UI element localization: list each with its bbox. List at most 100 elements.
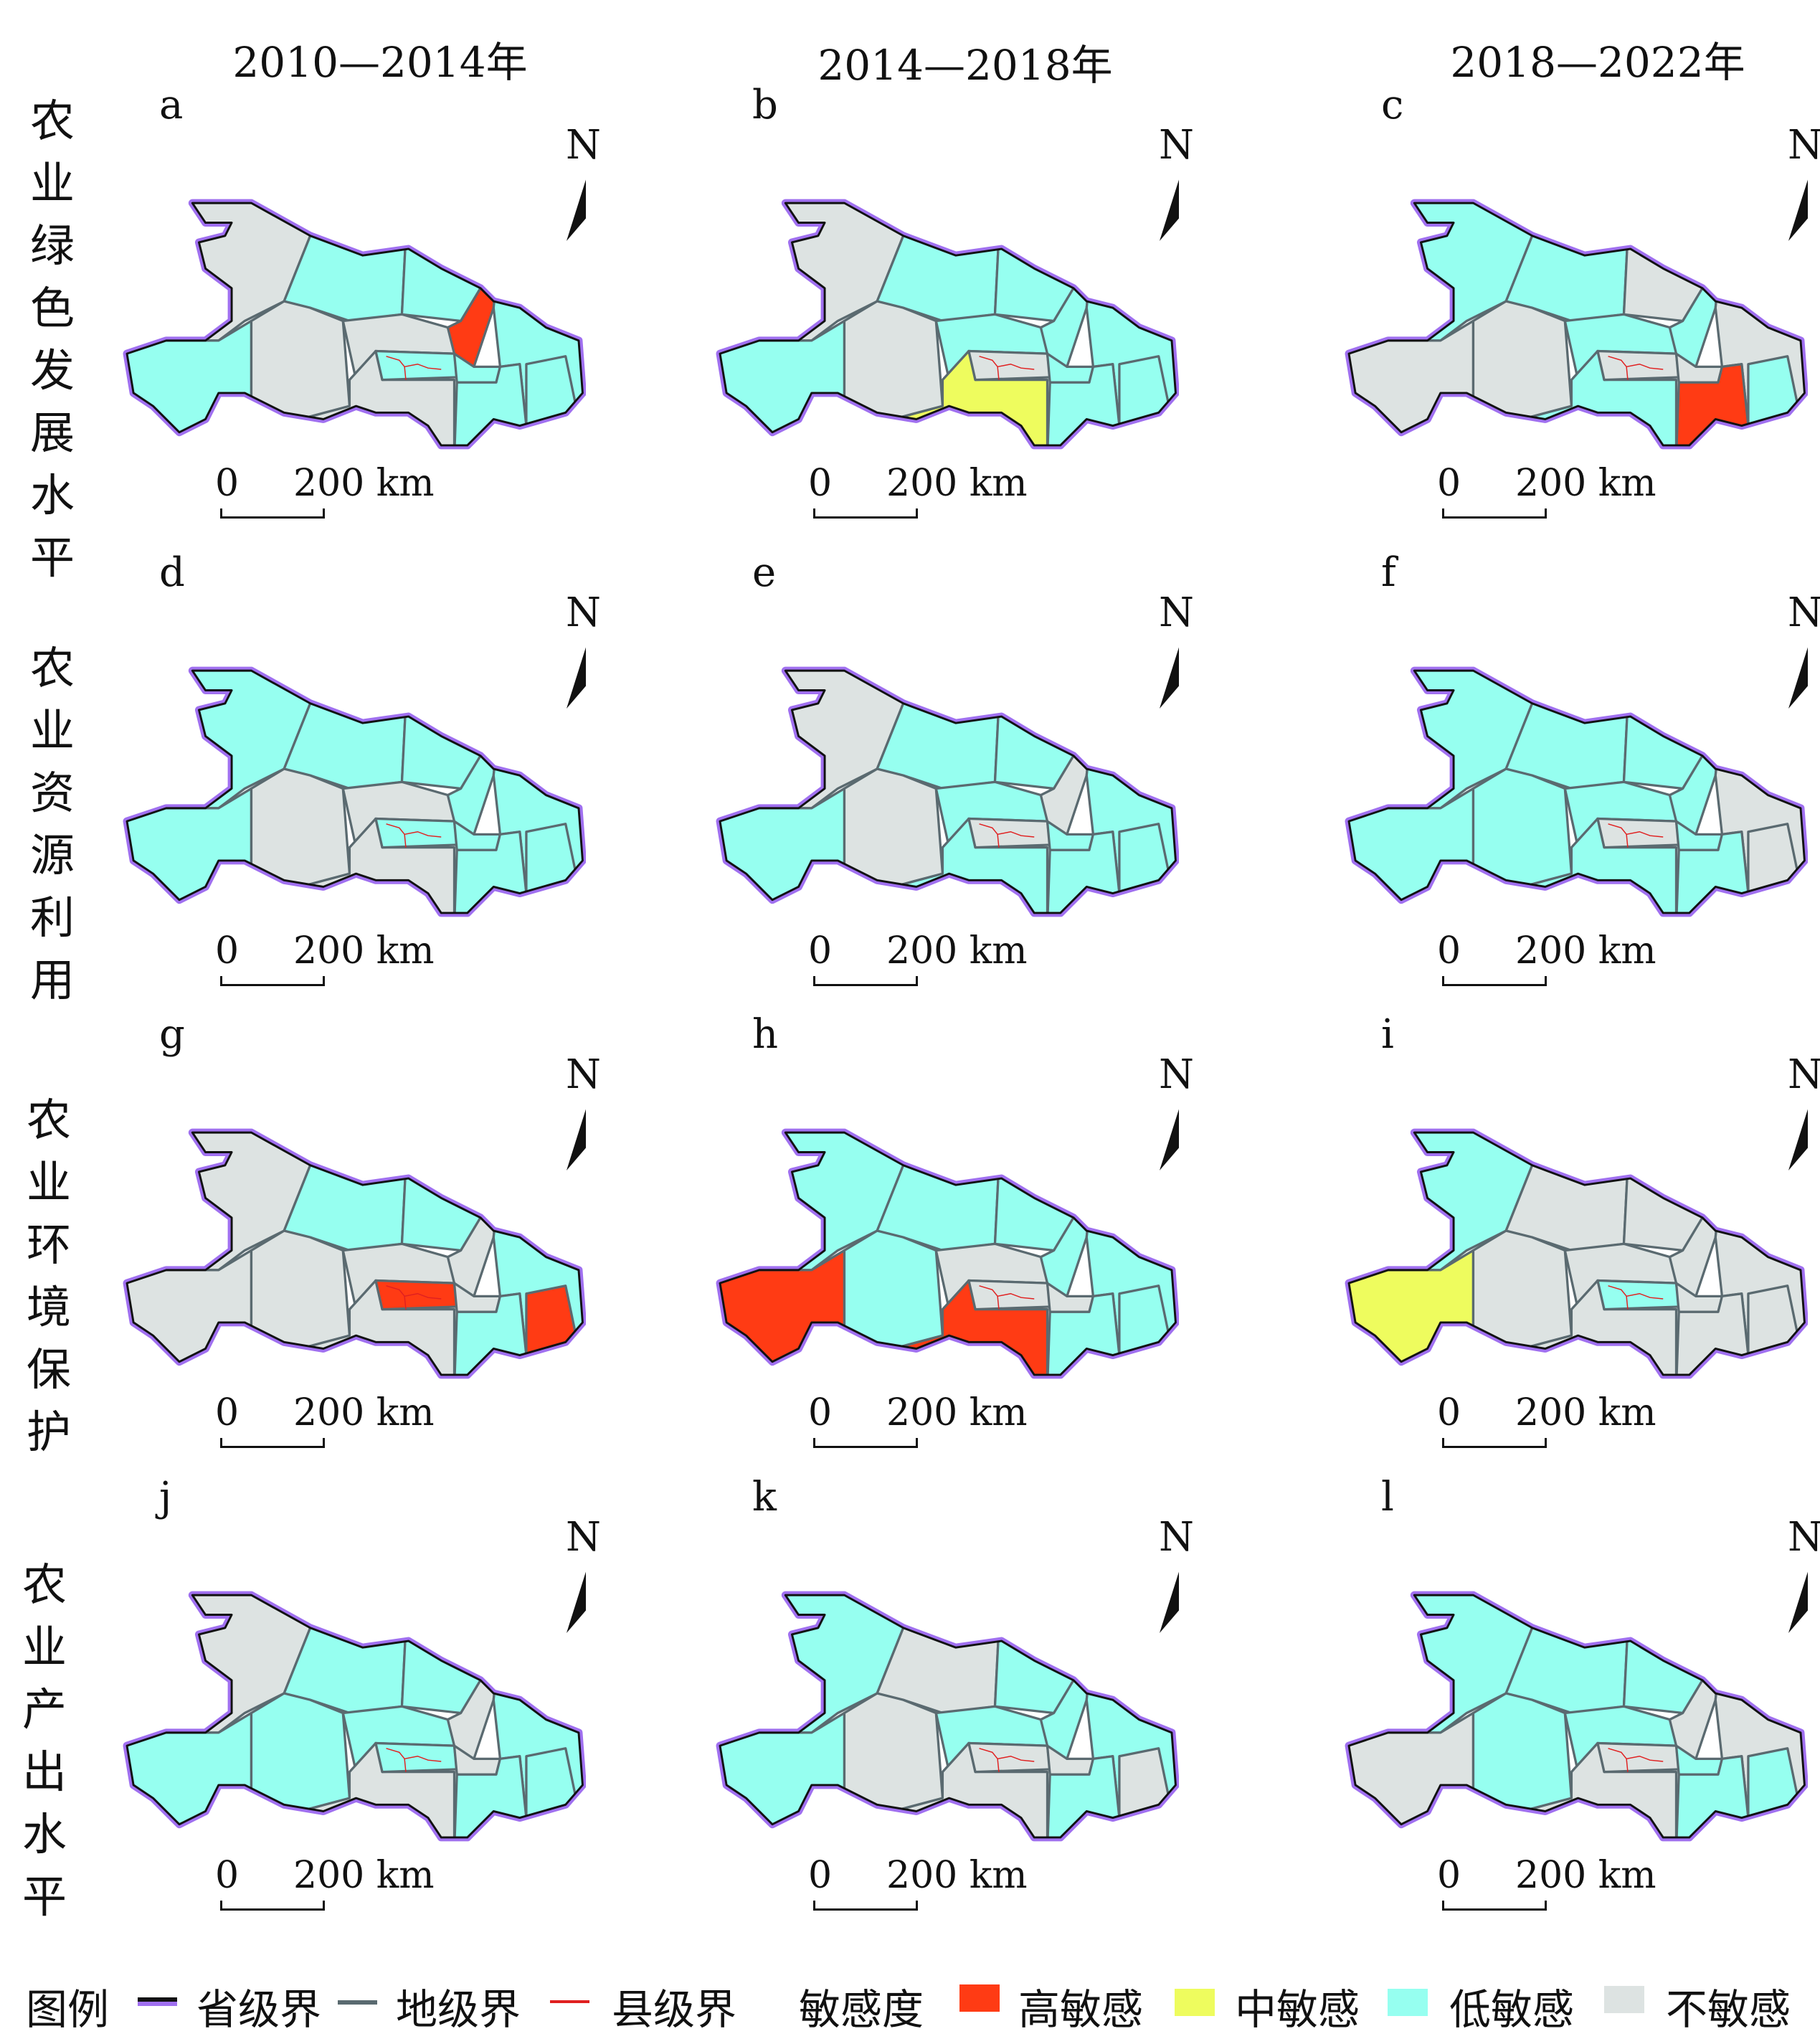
panel-letter: h: [752, 1011, 779, 1058]
map-panel-h: h N 0 200 km: [677, 1011, 1194, 1449]
county-border: [979, 356, 1035, 370]
map-panel-j: j N 0 200 km: [84, 1474, 601, 1911]
hubei-map: [123, 647, 586, 917]
north-arrow-icon: [1788, 647, 1808, 709]
hubei-map: [716, 647, 1179, 917]
province-border: [125, 1594, 584, 1839]
hubei-map: [716, 179, 1179, 450]
scale-bar-zero: 0: [1437, 1854, 1461, 1897]
hubei-map: [123, 1571, 586, 1842]
province-border: [1347, 1131, 1806, 1376]
scale-bar-tick: [813, 1901, 815, 1911]
hubei-map: [1345, 179, 1808, 450]
scale-bar-tick: [220, 508, 222, 519]
legend-low-swatch: [1388, 1989, 1428, 2016]
legend-high-label: 高敏感: [1018, 1985, 1144, 2034]
north-arrow-icon: [1788, 1109, 1808, 1170]
scale-bar-zero: 0: [215, 929, 240, 973]
scale-bar-tick: [916, 1901, 918, 1911]
hubei-map: [1345, 1109, 1808, 1379]
scale-bar-zero: 0: [808, 1391, 833, 1434]
province-border: [125, 1131, 584, 1376]
hubei-map: [1345, 1571, 1808, 1842]
north-label: N: [1788, 1514, 1820, 1561]
legend-low-label: 低敏感: [1449, 1985, 1575, 2034]
map-panel-f: f N 0 200 km: [1306, 549, 1820, 987]
province-border: [1347, 1594, 1806, 1839]
scale-bar-line: [1442, 516, 1547, 519]
city-region: [1596, 817, 1680, 849]
north-arrow-icon: [1160, 1571, 1179, 1633]
city-region: [374, 1741, 458, 1774]
north-label: N: [1159, 1051, 1194, 1098]
city-region: [374, 817, 458, 849]
city-region: [1596, 349, 1680, 382]
province-border: [719, 1131, 1177, 1376]
north-label: N: [566, 1514, 601, 1561]
scale-bar-distance: 200 km: [293, 1391, 435, 1434]
scale-bar-line: [1442, 1908, 1547, 1911]
scale-bar-tick: [813, 1438, 815, 1448]
scale-bar-zero: 0: [215, 1854, 240, 1897]
legend-province-line: [138, 1997, 177, 2006]
north-arrow-icon: [1160, 179, 1179, 241]
scale-bar-tick: [323, 976, 325, 986]
scale-bar-line: [813, 1908, 918, 1911]
panel-letter: d: [159, 549, 185, 596]
map-panel-e: e N 0 200 km: [677, 549, 1194, 987]
scale-bar-distance: 200 km: [886, 929, 1028, 973]
legend-sensitivity-title: 敏感度: [799, 1985, 924, 2034]
legend-county-label: 县级界: [612, 1985, 737, 2034]
scale-bar-line: [1442, 984, 1547, 986]
scale-bar-distance: 200 km: [1515, 462, 1657, 505]
city-region: [967, 1741, 1051, 1774]
county-border: [979, 823, 1035, 838]
province-border: [125, 669, 584, 914]
scale-bar-distance: 200 km: [293, 1854, 435, 1897]
panel-letter: k: [752, 1474, 777, 1520]
scale-bar-zero: 0: [808, 462, 833, 505]
hubei-map: [716, 1109, 1179, 1379]
county-border: [1608, 1748, 1664, 1762]
legend-none-label: 不敏感: [1666, 1985, 1791, 2034]
province-border: [719, 202, 1177, 447]
north-label: N: [1788, 122, 1820, 169]
scale-bar-zero: 0: [1437, 1391, 1461, 1434]
scale-bar-tick: [1442, 1901, 1444, 1911]
column-header-1: 2010—2014年: [232, 38, 528, 87]
scale-bar-tick: [1545, 1438, 1547, 1448]
scale-bar-zero: 0: [808, 929, 833, 973]
legend-title: 图例: [26, 1985, 110, 2034]
north-label: N: [1159, 122, 1194, 169]
province-border: [1347, 202, 1806, 447]
legend-medium-swatch: [1175, 1989, 1215, 2016]
scale-bar-tick: [916, 1438, 918, 1448]
scale-bar-tick: [220, 976, 222, 986]
county-border: [997, 834, 1000, 848]
column-header-3: 2018—2022年: [1450, 38, 1745, 87]
county-border: [404, 834, 407, 848]
city-region: [967, 1279, 1051, 1311]
north-arrow-icon: [1788, 179, 1808, 241]
panel-letter: f: [1381, 549, 1396, 596]
hubei-map: [123, 179, 586, 450]
scale-bar-line: [813, 516, 918, 519]
map-panel-g: g N 0 200 km: [84, 1011, 601, 1449]
scale-bar-distance: 200 km: [293, 929, 435, 973]
panel-letter: c: [1381, 82, 1404, 128]
panel-letter: l: [1381, 1474, 1394, 1520]
map-panel-c: c N 0 200 km: [1306, 82, 1820, 519]
scale-bar-line: [220, 516, 325, 519]
scale-bar-line: [813, 1446, 918, 1448]
scale-bar-distance: 200 km: [886, 1391, 1028, 1434]
county-border: [386, 356, 442, 370]
map-panel-i: i N 0 200 km: [1306, 1011, 1820, 1449]
scale-bar-distance: 200 km: [1515, 1854, 1657, 1897]
map-panel-k: k N 0 200 km: [677, 1474, 1194, 1911]
hubei-map: [123, 1109, 586, 1379]
scale-bar-distance: 200 km: [293, 462, 435, 505]
legend-city-label: 地级界: [396, 1985, 521, 2034]
north-label: N: [566, 590, 601, 636]
scale-bar-distance: 200 km: [1515, 1391, 1657, 1434]
scale-bar-tick: [813, 508, 815, 519]
